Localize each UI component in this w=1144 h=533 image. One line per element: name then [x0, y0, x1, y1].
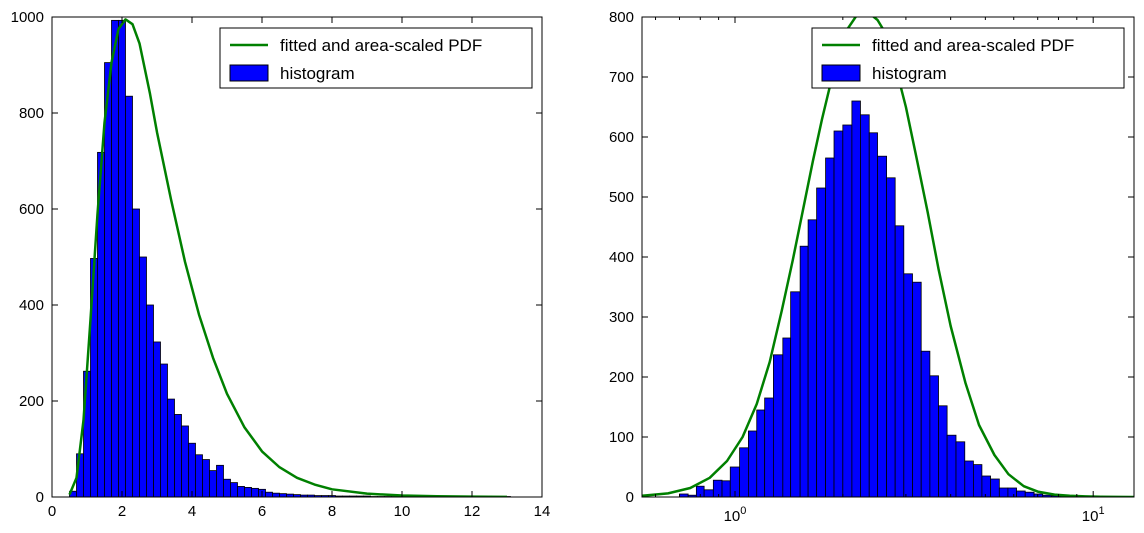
histogram-bar	[118, 19, 126, 497]
histogram-bar	[153, 341, 161, 497]
histogram-bar	[216, 464, 224, 497]
histogram-bar	[104, 62, 112, 497]
histogram-bar	[223, 478, 231, 497]
histogram-bar	[167, 398, 175, 497]
x-tick-label: 2	[118, 503, 126, 520]
axes-frame	[51, 16, 543, 498]
histogram-bar	[272, 492, 280, 497]
histogram-bar	[111, 19, 119, 497]
histogram-bar	[132, 208, 140, 497]
histogram-bar	[265, 491, 273, 497]
y-tick-label: 600	[19, 201, 44, 218]
histogram-bar	[251, 487, 259, 497]
legend: fitted and area-scaled PDF histogram	[219, 27, 533, 89]
histogram-bar	[195, 454, 203, 497]
x-tick-label: 0	[48, 503, 56, 520]
legend-patch-swatch	[229, 64, 269, 82]
y-tick-label: 0	[36, 489, 44, 506]
histogram-bar	[146, 304, 154, 497]
fitted-pdf-curve	[68, 18, 508, 497]
x-tick-label: 14	[534, 503, 551, 520]
histogram-bar	[237, 486, 245, 497]
plot-area	[68, 18, 511, 497]
x-tick-label: 6	[258, 503, 266, 520]
legend-label: fitted and area-scaled PDF	[280, 36, 482, 55]
histogram-bar	[279, 493, 287, 497]
legend-box	[219, 27, 533, 89]
y-tick-label: 1000	[11, 9, 44, 26]
legend-label: histogram	[280, 64, 355, 83]
x-tick-label: 12	[464, 503, 481, 520]
histogram-bar	[209, 470, 217, 497]
x-tick-label: 4	[188, 503, 196, 520]
y-tick-label: 800	[19, 105, 44, 122]
histogram-bar	[244, 486, 252, 497]
histogram-bar	[160, 363, 168, 497]
histogram-bar	[125, 95, 133, 497]
histogram-bar	[174, 414, 182, 497]
histogram-bar	[139, 256, 147, 497]
histogram-bar	[230, 482, 238, 497]
histogram-bar	[188, 442, 196, 497]
histogram-bar	[202, 459, 210, 497]
y-tick-label: 200	[19, 393, 44, 410]
x-tick-label: 10	[394, 503, 411, 520]
x-tick-label: 8	[328, 503, 336, 520]
y-tick-label: 400	[19, 297, 44, 314]
histogram-bar	[181, 425, 189, 497]
